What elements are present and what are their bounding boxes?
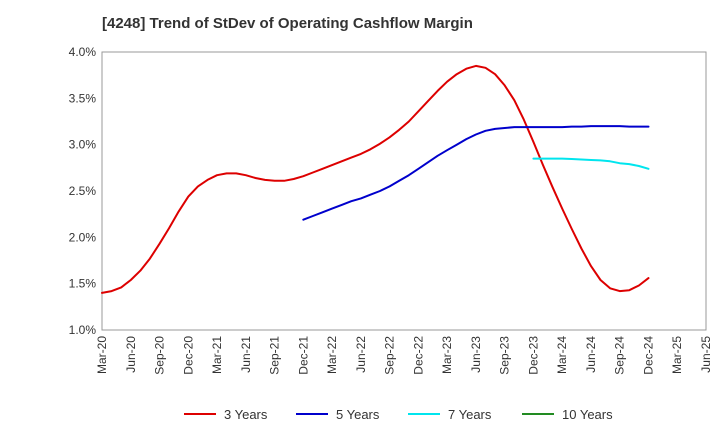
x-tick-label: Sep-20 bbox=[153, 336, 167, 375]
series-line-3-years bbox=[101, 64, 650, 294]
x-tick-label: Dec-21 bbox=[296, 336, 310, 375]
legend-label: 5 Years bbox=[336, 407, 380, 422]
x-tick-label: Dec-23 bbox=[526, 336, 540, 375]
x-tick-label: Mar-24 bbox=[555, 336, 569, 374]
y-tick-label: 2.0% bbox=[69, 230, 97, 244]
legend-item: 10 Years bbox=[522, 407, 613, 422]
x-tick-label: Jun-21 bbox=[239, 336, 253, 373]
y-tick-label: 3.0% bbox=[69, 138, 97, 152]
series-line-5-years bbox=[302, 125, 650, 221]
x-tick-label: Mar-25 bbox=[670, 336, 684, 374]
chart-title: [4248] Trend of StDev of Operating Cashf… bbox=[102, 15, 473, 32]
x-tick-label: Mar-20 bbox=[95, 336, 109, 374]
legend-item: 7 Years bbox=[408, 407, 492, 422]
x-tick-label: Sep-22 bbox=[383, 336, 397, 375]
legend-item: 3 Years bbox=[184, 407, 268, 422]
x-tick-label: Jun-24 bbox=[584, 336, 598, 373]
x-tick-label: Jun-22 bbox=[354, 336, 368, 373]
x-tick-label: Mar-21 bbox=[210, 336, 224, 374]
x-tick-label: Mar-22 bbox=[325, 336, 339, 374]
legend-label: 3 Years bbox=[224, 407, 268, 422]
x-tick-label: Jun-20 bbox=[124, 336, 138, 373]
x-tick-label: Mar-23 bbox=[440, 336, 454, 374]
x-tick-label: Jun-25 bbox=[699, 336, 713, 373]
legend: 3 Years 5 Years 7 Years 10 Years bbox=[184, 407, 613, 422]
x-tick-label: Dec-22 bbox=[411, 336, 425, 375]
legend-label: 10 Years bbox=[562, 407, 613, 422]
y-tick-label: 1.5% bbox=[69, 277, 97, 291]
y-tick-label: 1.0% bbox=[69, 323, 97, 337]
series-line-7-years bbox=[532, 157, 650, 170]
y-tick-label: 2.5% bbox=[69, 184, 97, 198]
legend-label: 7 Years bbox=[448, 407, 492, 422]
x-tick-label: Sep-23 bbox=[498, 336, 512, 375]
y-tick-label: 4.0% bbox=[69, 45, 97, 59]
tick-labels: 1.0% 1.5% 2.0% 2.5% 3.0% 3.5% 4.0% Mar-20 Jun-20… bbox=[69, 45, 713, 375]
x-tick-label: Dec-20 bbox=[181, 336, 195, 375]
x-tick-label: Dec-24 bbox=[641, 336, 655, 375]
x-tick-label: Sep-21 bbox=[268, 336, 282, 375]
y-tick-label: 3.5% bbox=[69, 91, 97, 105]
series-lines bbox=[101, 64, 650, 294]
legend-item: 5 Years bbox=[296, 407, 380, 422]
x-tick-label: Sep-24 bbox=[613, 336, 627, 375]
x-tick-label: Jun-23 bbox=[469, 336, 483, 373]
